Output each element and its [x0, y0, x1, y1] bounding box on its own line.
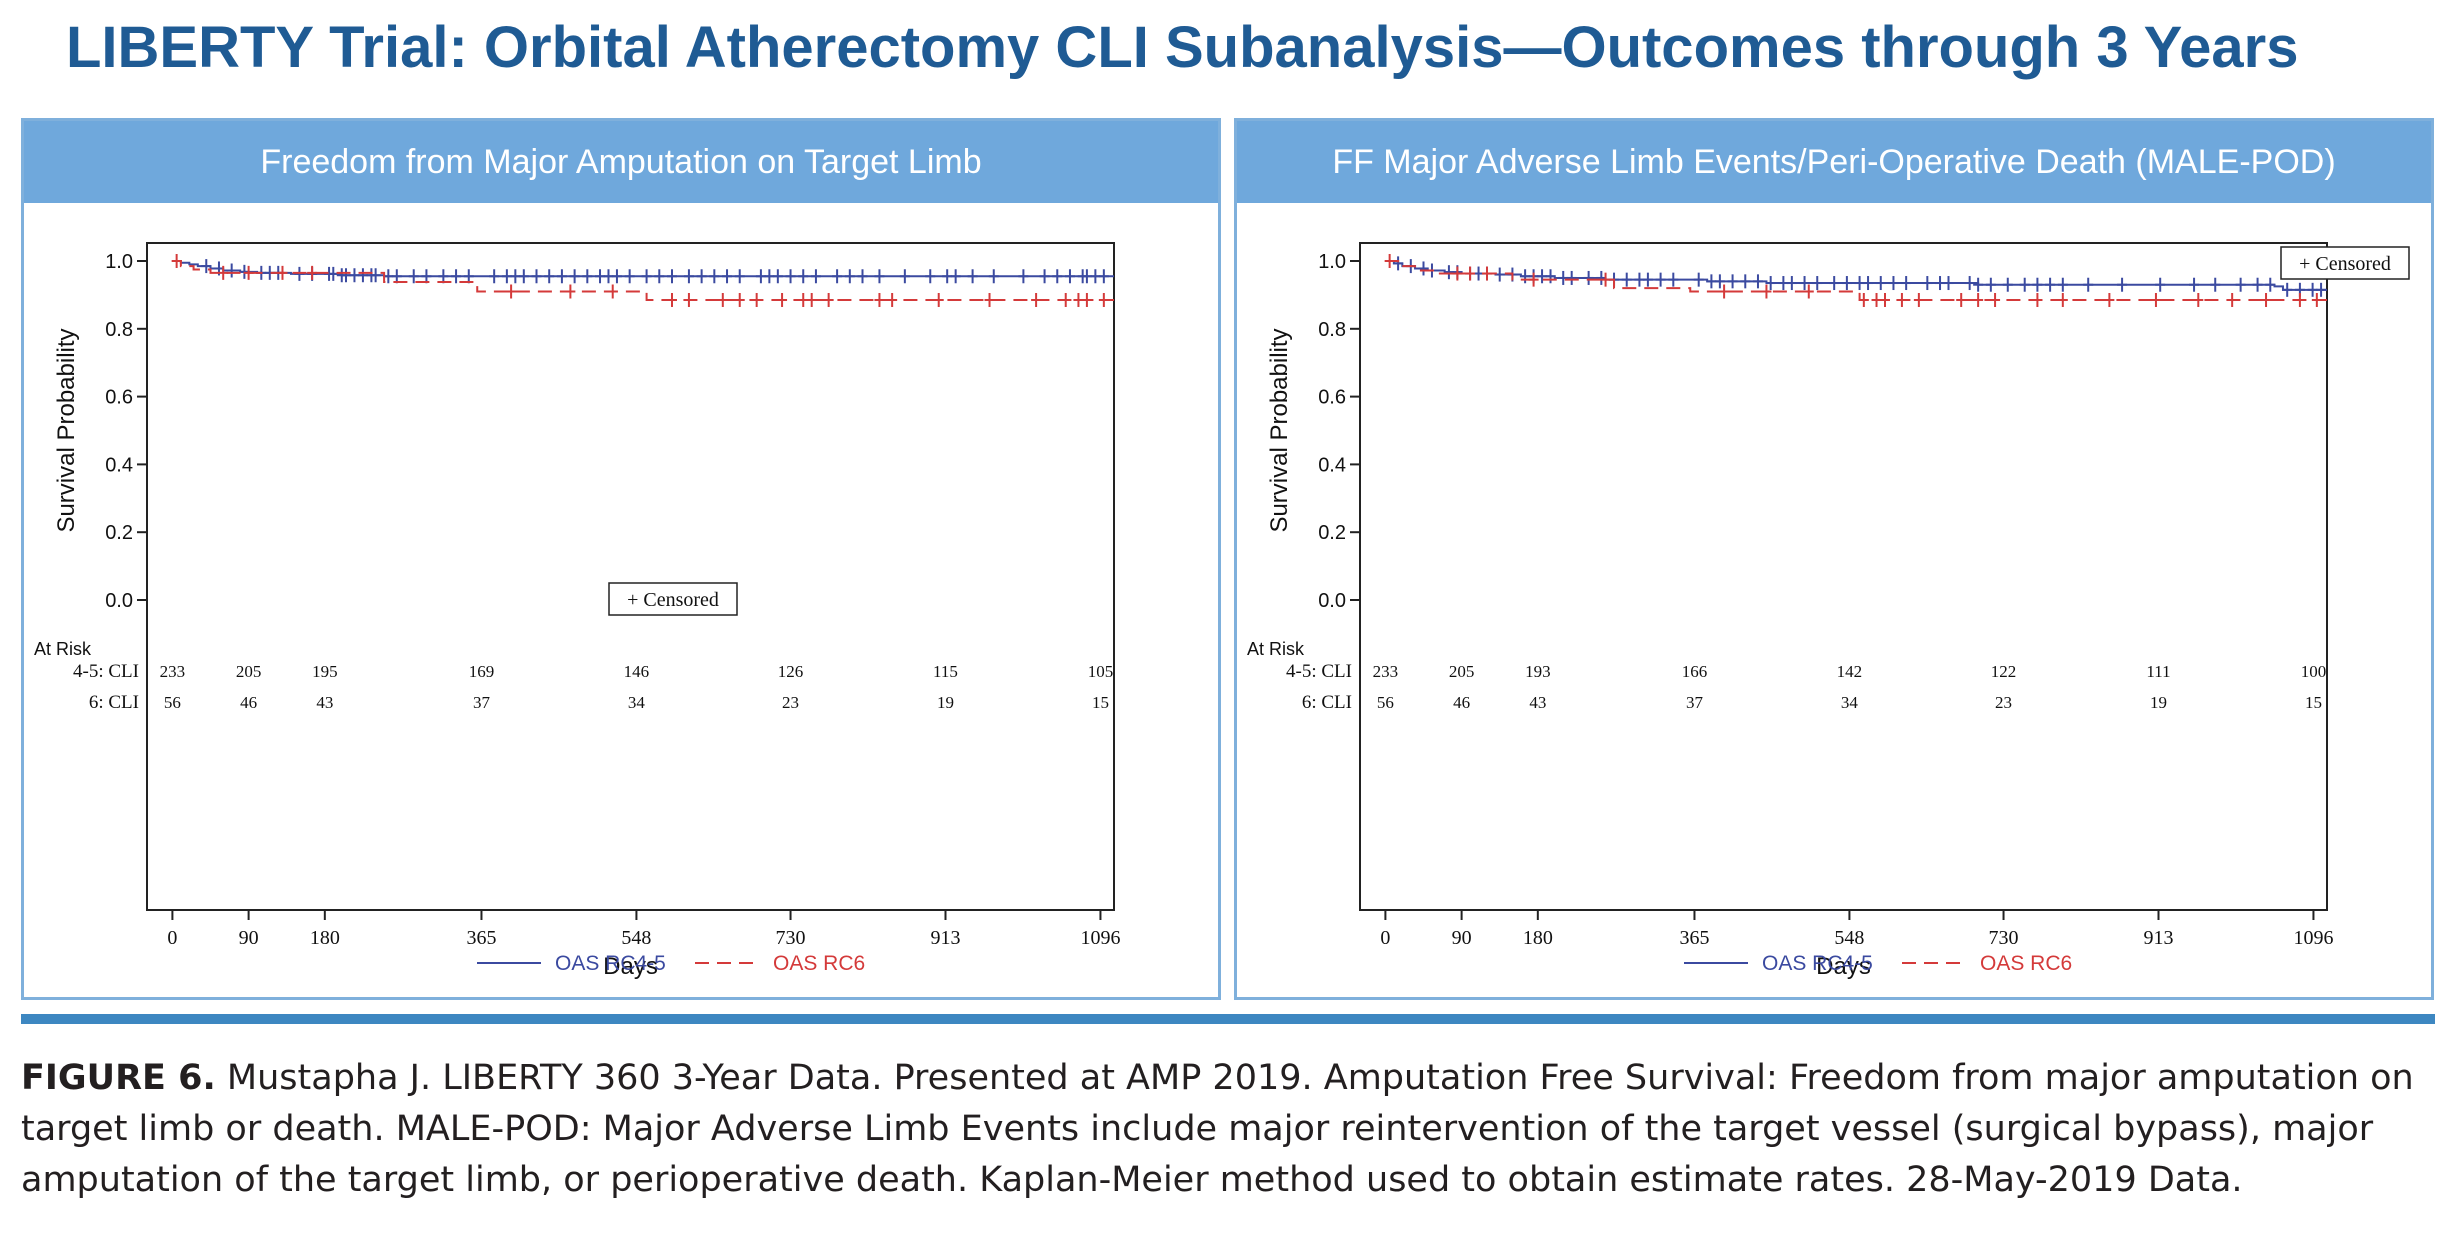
censored-legend-label: + Censored — [627, 589, 719, 611]
at-risk-count: 142 — [1837, 662, 1863, 681]
y-tick-label: 0.4 — [105, 454, 133, 476]
at-risk-count: 19 — [937, 693, 954, 712]
legend-label-oas-rc4-5: OAS RC4-5 — [555, 952, 666, 975]
x-tick-label: 90 — [1452, 927, 1472, 949]
at-risk-count: 19 — [2150, 693, 2167, 712]
at-risk-count: 43 — [316, 693, 333, 712]
divider-rule — [21, 1014, 2435, 1024]
amputation-panel: Freedom from Major Amputation on Target … — [21, 118, 1221, 1000]
at-risk-count: 205 — [1449, 662, 1475, 681]
at-risk-count: 115 — [933, 662, 958, 681]
x-tick-label: 913 — [930, 927, 960, 949]
x-tick-label: 90 — [239, 927, 259, 949]
series-line-oas-rc6 — [172, 260, 1114, 301]
at-risk-count: 23 — [1995, 693, 2012, 712]
x-tick-label: 0 — [167, 927, 177, 949]
at-risk-count: 205 — [236, 662, 262, 681]
at-risk-count: 56 — [1377, 693, 1394, 712]
at-risk-count: 46 — [240, 693, 257, 712]
at-risk-count: 37 — [1686, 693, 1704, 712]
x-tick-label: 180 — [310, 927, 340, 949]
at-risk-count: 56 — [164, 693, 181, 712]
at-risk-count: 15 — [2305, 693, 2322, 712]
male-pod-km-chart: 0.0 0.2 0.4 0.6 0.8 1.0 Survival Probability 0 9… — [1247, 242, 2410, 980]
x-tick-label: 365 — [1679, 927, 1709, 949]
figure-label: FIGURE 6. — [21, 1058, 216, 1098]
x-tick-label: 365 — [466, 927, 496, 949]
x-tick-label: 548 — [1834, 927, 1864, 949]
at-risk-row-label: 4-5: CLI — [1286, 661, 1352, 682]
y-tick-label: 0.0 — [1318, 590, 1346, 612]
male-pod-panel: FF Major Adverse Limb Events/Peri-Operat… — [1234, 118, 2434, 1000]
x-axis-label: Days — [1816, 953, 1871, 980]
at-risk-count: 166 — [1682, 662, 1708, 681]
at-risk-count: 126 — [778, 662, 804, 681]
male-pod-panel-title: FF Major Adverse Limb Events/Peri-Operat… — [1237, 121, 2431, 203]
censored-legend-box — [608, 582, 738, 616]
x-tick-label: 0 — [1380, 927, 1390, 949]
y-tick-label: 0.8 — [1318, 319, 1346, 341]
at-risk-count: 15 — [1092, 693, 1109, 712]
at-risk-row-label: 6: CLI — [1302, 692, 1352, 713]
plot-frame — [146, 242, 1115, 911]
page-title: LIBERTY Trial: Orbital Atherectomy CLI S… — [66, 15, 2299, 80]
at-risk-count: 169 — [469, 662, 495, 681]
at-risk-count: 100 — [2301, 662, 2327, 681]
at-risk-header: At Risk — [1247, 639, 1305, 659]
at-risk-count: 233 — [160, 662, 186, 681]
y-tick-label: 0.4 — [1318, 454, 1346, 476]
y-axis-label: Survival Probability — [1266, 328, 1293, 532]
x-tick-label: 913 — [2143, 927, 2173, 949]
x-axis-label: Days — [603, 953, 658, 980]
series-line-oas-rc6 — [1385, 260, 2327, 301]
y-tick-label: 1.0 — [1318, 251, 1346, 273]
x-tick-label: 548 — [621, 927, 651, 949]
at-risk-count: 23 — [782, 693, 799, 712]
figure-caption: FIGURE 6. Mustapha J. LIBERTY 360 3-Year… — [21, 1053, 2441, 1206]
at-risk-count: 34 — [628, 693, 646, 712]
y-tick-label: 1.0 — [105, 251, 133, 273]
legend-label-oas-rc6: OAS RC6 — [773, 952, 865, 975]
at-risk-header: At Risk — [34, 639, 92, 659]
at-risk-row-label: 6: CLI — [89, 692, 139, 713]
amputation-km-chart: 0.0 0.2 0.4 0.6 0.8 1.0 Survival Probability 0 9… — [34, 242, 1120, 980]
at-risk-count: 193 — [1525, 662, 1551, 681]
caption-text: Mustapha J. LIBERTY 360 3-Year Data. Pre… — [21, 1058, 2414, 1200]
legend-label-oas-rc4-5: OAS RC4-5 — [1762, 952, 1873, 975]
legend-label-oas-rc6: OAS RC6 — [1980, 952, 2072, 975]
y-tick-label: 0.6 — [1318, 387, 1346, 409]
at-risk-count: 233 — [1373, 662, 1399, 681]
at-risk-count: 195 — [312, 662, 338, 681]
at-risk-count: 111 — [2146, 662, 2170, 681]
x-tick-label: 730 — [1989, 927, 2019, 949]
y-tick-label: 0.0 — [105, 590, 133, 612]
at-risk-count: 146 — [624, 662, 650, 681]
at-risk-count: 37 — [473, 693, 491, 712]
at-risk-row-label: 4-5: CLI — [73, 661, 139, 682]
y-tick-label: 0.8 — [105, 319, 133, 341]
censored-legend-label: + Censored — [2299, 253, 2391, 275]
x-tick-label: 1096 — [2293, 927, 2333, 949]
y-tick-label: 0.6 — [105, 387, 133, 409]
at-risk-count: 105 — [1088, 662, 1114, 681]
at-risk-count: 43 — [1529, 693, 1546, 712]
censored-legend-box — [2280, 246, 2410, 280]
at-risk-count: 34 — [1841, 693, 1859, 712]
amputation-panel-title: Freedom from Major Amputation on Target … — [24, 121, 1218, 203]
y-tick-label: 0.2 — [1318, 522, 1346, 544]
plot-frame — [1359, 242, 2328, 911]
x-tick-label: 1096 — [1080, 927, 1120, 949]
x-tick-label: 180 — [1523, 927, 1553, 949]
at-risk-count: 122 — [1991, 662, 2017, 681]
at-risk-count: 46 — [1453, 693, 1470, 712]
x-tick-label: 730 — [776, 927, 806, 949]
y-tick-label: 0.2 — [105, 522, 133, 544]
y-axis-label: Survival Probability — [53, 328, 80, 532]
